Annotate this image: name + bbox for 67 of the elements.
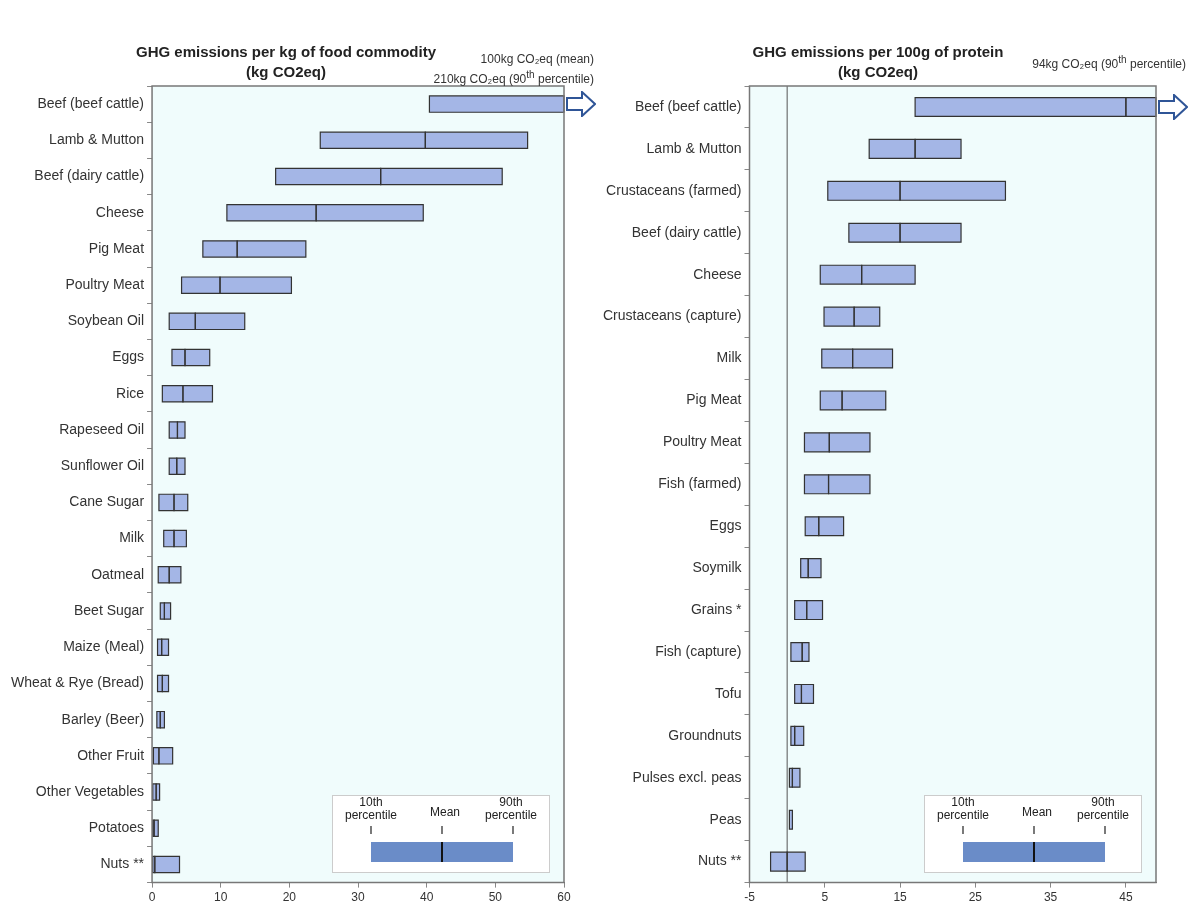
y-tick-label: Poultry Meat (65, 276, 145, 293)
x-tick-label: 35 (1043, 890, 1058, 905)
y-tick-label: Rice (116, 384, 145, 401)
y-tick-label: Pulses excl. peas (632, 768, 742, 785)
y-tick-label: Sunflower Oil (60, 457, 145, 474)
y-tick-label: Beef (beef cattle) (634, 97, 742, 114)
annotation: 90th percentile (484, 794, 538, 822)
y-tick-label: Nuts ** (100, 855, 145, 872)
y-tick-label: Groundnuts (668, 726, 742, 743)
annotation: Mean (1021, 804, 1053, 819)
x-tick-label: 45 (1119, 890, 1133, 905)
y-tick-label: Pig Meat (88, 239, 145, 256)
y-tick-label: Lamb & Mutton (646, 139, 742, 156)
x-tick-label: 5 (821, 890, 829, 905)
y-tick-label: Beef (dairy cattle) (631, 223, 742, 240)
y-tick-label: Potatoes (88, 819, 145, 836)
y-tick-label: Poultry Meat (662, 433, 742, 450)
y-tick-label: Barley (Beer) (61, 710, 145, 727)
y-tick-label: Pig Meat (686, 391, 742, 408)
x-tick-label: 40 (420, 890, 434, 905)
y-tick-label: Rapeseed Oil (59, 420, 145, 437)
y-tick-label: Eggs (112, 348, 145, 365)
y-tick-label: Milk (716, 349, 743, 366)
annotation: 10th percentile (344, 794, 398, 822)
x-tick-label: 15 (893, 890, 908, 905)
x-tick-label: 0 (148, 890, 156, 905)
chart-subtitle: (kg CO2eq) (837, 63, 919, 81)
text: 100kg CO₂eq (mean) (480, 52, 594, 66)
y-tick-label: Beet Sugar (73, 601, 145, 618)
annotation: Mean (429, 804, 461, 819)
y-tick-label: Fish (capture) (655, 642, 742, 659)
y-tick-label: Cane Sugar (69, 493, 145, 510)
annotation: 10th percentile (936, 794, 990, 822)
x-tick-label: 60 (557, 890, 571, 905)
y-tick-label: Milk (119, 529, 146, 546)
y-tick-label: Crustaceans (capture) (602, 307, 742, 324)
y-tick-label: Cheese (95, 203, 145, 220)
y-tick-label: Cheese (693, 265, 742, 282)
y-tick-label: Lamb & Mutton (49, 131, 145, 148)
y-tick-label: Fish (farmed) (658, 475, 742, 492)
y-tick-label: Maize (Meal) (63, 638, 145, 655)
y-tick-label: Beef (dairy cattle) (34, 167, 145, 184)
chart-subtitle: (kg CO2eq) (245, 63, 327, 81)
x-tick-label: 20 (282, 890, 297, 905)
y-tick-label: Beef (beef cattle) (37, 94, 145, 111)
y-tick-label: Crustaceans (farmed) (606, 181, 742, 198)
y-tick-label: Soymilk (692, 559, 743, 576)
y-tick-label: Nuts ** (697, 852, 743, 869)
y-tick-label: Other Fruit (77, 746, 145, 763)
x-tick-label: 25 (968, 890, 983, 905)
annotation: 210kg CO₂eq (90$^{th}$ percentile) (433, 68, 594, 87)
x-tick-label: 30 (351, 890, 366, 905)
text: 94kg CO₂eq (90$^{th}$ percentile) (1032, 53, 1186, 72)
chart-title: GHG emissions per kg of food commodity (135, 43, 437, 61)
y-tick-label: Other Vegetables (35, 782, 145, 799)
y-tick-label: Eggs (709, 517, 742, 534)
y-tick-label: Oatmeal (91, 565, 145, 582)
y-tick-label: Wheat & Rye (Bread) (10, 674, 145, 691)
x-tick-label: 10 (214, 890, 228, 905)
y-tick-label: Grains * (690, 600, 743, 617)
x-tick-label: 50 (488, 890, 503, 905)
y-tick-label: Peas (709, 810, 742, 827)
y-tick-label: Tofu (715, 684, 742, 701)
annotation: 90th percentile (1076, 794, 1130, 822)
chart-title: GHG emissions per 100g of protein (752, 43, 1004, 61)
y-tick-label: Soybean Oil (67, 312, 145, 329)
x-tick-label: -5 (744, 890, 756, 905)
